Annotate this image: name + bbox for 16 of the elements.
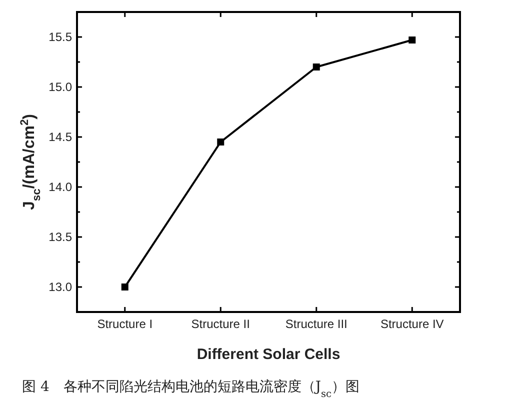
x-tick-label: Structure IV (380, 317, 444, 331)
point (408, 36, 416, 44)
y-tick-label: 14.0 (48, 180, 72, 194)
y-tick-label: 15.5 (48, 30, 72, 44)
y-tick-label: 13.0 (48, 280, 72, 294)
x-tick-label: Structure II (191, 317, 250, 331)
x-axis-title: Different Solar Cells (196, 346, 340, 363)
y-tick-label: 15.0 (48, 80, 72, 94)
y-tick-label: 14.5 (48, 130, 72, 144)
point (312, 64, 320, 70)
y-tick-label: 13.5 (48, 230, 72, 244)
point (217, 138, 224, 146)
x-tick-label: Structure I (97, 317, 153, 331)
point (121, 284, 128, 290)
x-tick-label: Structure III (285, 317, 348, 331)
caption: 图 4 各种不同陷光结构电池的短路电流密度（J$_{sc}$）图 (22, 379, 360, 400)
